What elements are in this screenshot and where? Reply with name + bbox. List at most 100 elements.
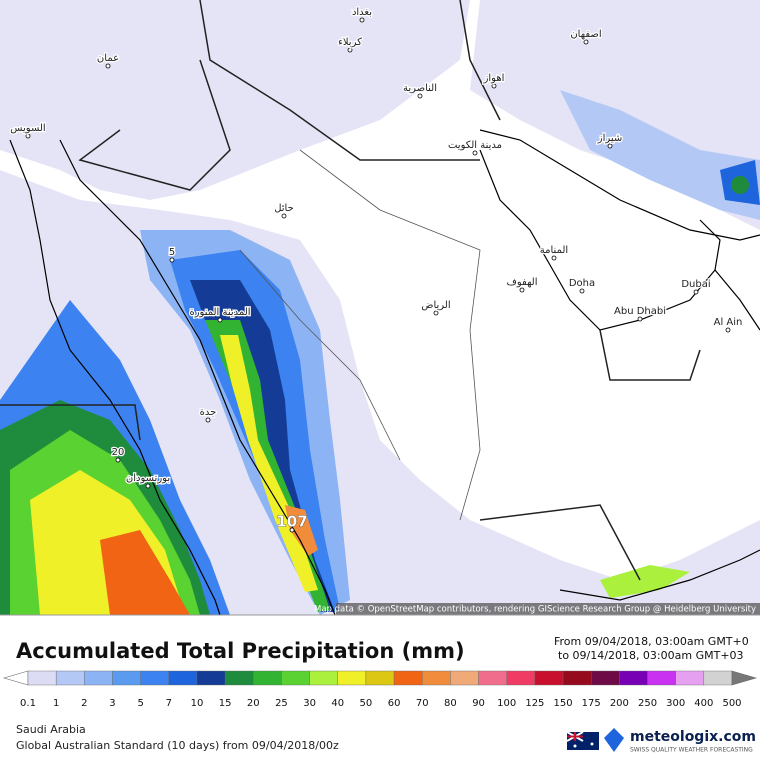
legend-swatch — [393, 670, 423, 686]
city-dot — [551, 255, 557, 261]
legend-swatch — [224, 670, 254, 686]
city-dot — [607, 143, 613, 149]
city-dot — [583, 39, 589, 45]
city-dot — [491, 83, 497, 89]
city-dot — [472, 150, 478, 156]
map-label: حائل — [274, 203, 294, 214]
city-dot — [359, 17, 365, 23]
city-dot — [105, 63, 111, 69]
city-dot — [205, 417, 211, 423]
tagline: SWISS QUALITY WEATHER FORECASTING — [630, 747, 753, 754]
legend-label: 0.1 — [20, 698, 36, 709]
map-label: Doha — [569, 278, 595, 289]
legend-label: 400 — [694, 698, 713, 709]
city-dot — [145, 483, 151, 489]
legend-label: 10 — [191, 698, 204, 709]
map-label: اصفهان — [570, 29, 601, 40]
legend-label: 30 — [303, 698, 316, 709]
legend-swatch — [309, 670, 338, 686]
city-dot — [289, 527, 295, 533]
legend-swatch — [506, 670, 536, 686]
map-label: بورتسودان — [126, 473, 170, 484]
flag — [566, 731, 599, 750]
city-dot — [637, 316, 643, 322]
map-label: اهواز — [483, 73, 505, 84]
legend-swatch — [55, 670, 85, 686]
city-dot — [519, 287, 525, 293]
map-label: شيراز — [597, 133, 623, 144]
legend-arrow-left — [2, 670, 29, 686]
map-label: جدة — [200, 407, 217, 418]
legend-swatch — [112, 670, 141, 686]
brand-logo — [604, 728, 624, 752]
legend-label: 80 — [444, 698, 457, 709]
map-label: 20 — [112, 447, 125, 458]
legend-swatch — [422, 670, 451, 686]
legend-label: 300 — [666, 698, 685, 709]
model: Global Australian Standard (10 days) fro… — [16, 739, 339, 752]
map-label: المنامة — [540, 245, 568, 256]
city-dot — [281, 213, 287, 219]
legend-swatch — [478, 670, 507, 686]
legend-label: 50 — [360, 698, 373, 709]
map-label: Al Ain — [714, 317, 743, 328]
legend-label: 90 — [472, 698, 485, 709]
legend-label: 125 — [525, 698, 544, 709]
legend-label: 100 — [497, 698, 516, 709]
city-dot — [217, 317, 223, 323]
map-label: 107 — [276, 513, 307, 531]
map-label: السويس — [10, 123, 45, 134]
city-dot — [693, 289, 699, 295]
legend-label: 150 — [553, 698, 572, 709]
legend-swatch — [281, 670, 310, 686]
title: Accumulated Total Precipitation (mm) — [16, 639, 465, 663]
map-label: 5 — [169, 247, 175, 258]
map-label: Abu Dhabi — [614, 306, 666, 317]
legend-swatch — [140, 670, 169, 686]
map-label: بغداد — [352, 7, 372, 18]
legend-label: 3 — [109, 698, 115, 709]
date-to: to 09/14/2018, 03:00am GMT+03 — [558, 649, 744, 662]
legend-swatch — [253, 670, 282, 686]
map-label: كربلاء — [338, 37, 362, 48]
map-label: الهفوف — [506, 277, 537, 288]
legend-label: 40 — [331, 698, 344, 709]
legend-swatch — [27, 670, 57, 686]
city-dot — [579, 288, 585, 294]
city-dot — [417, 93, 423, 99]
city-dot — [115, 457, 121, 463]
legend-swatch — [168, 670, 198, 686]
legend-swatch — [534, 670, 564, 686]
legend-label: 2 — [81, 698, 87, 709]
legend-swatch — [84, 670, 113, 686]
legend-swatch — [562, 670, 592, 686]
legend-swatch — [703, 670, 733, 686]
legend-swatch — [591, 670, 620, 686]
city-dot — [433, 310, 439, 316]
legend-label: 60 — [388, 698, 401, 709]
legend-label: 250 — [638, 698, 657, 709]
legend-label: 7 — [166, 698, 172, 709]
legend-label: 20 — [247, 698, 260, 709]
city-dot — [725, 327, 731, 333]
city-dot — [25, 133, 31, 139]
legend-swatch — [365, 670, 395, 686]
map: بغداد كربلاء الناصرية اهواز اصفهان شيراز مدينة… — [0, 0, 760, 616]
city-dot — [169, 257, 175, 263]
attribution: Map data © OpenStreetMap contributors, r… — [314, 605, 756, 615]
legend-label: 15 — [219, 698, 232, 709]
brand[interactable]: meteologix.com — [630, 729, 756, 745]
date-from: From 09/04/2018, 03:00am GMT+0 — [554, 635, 749, 648]
legend-arrow-right — [731, 670, 758, 686]
legend: 0.1 1 2 3 5 7 10 15 20 25 30 40 50 60 70 80 90 100 125 150 1… — [2, 670, 758, 709]
legend-swatch — [619, 670, 648, 686]
legend-label: 175 — [582, 698, 601, 709]
legend-swatch — [450, 670, 479, 686]
legend-label: 5 — [137, 698, 143, 709]
legend-label: 25 — [275, 698, 288, 709]
map-label: الرياض — [421, 300, 450, 311]
legend-label: 500 — [722, 698, 741, 709]
city-dot — [347, 47, 353, 53]
